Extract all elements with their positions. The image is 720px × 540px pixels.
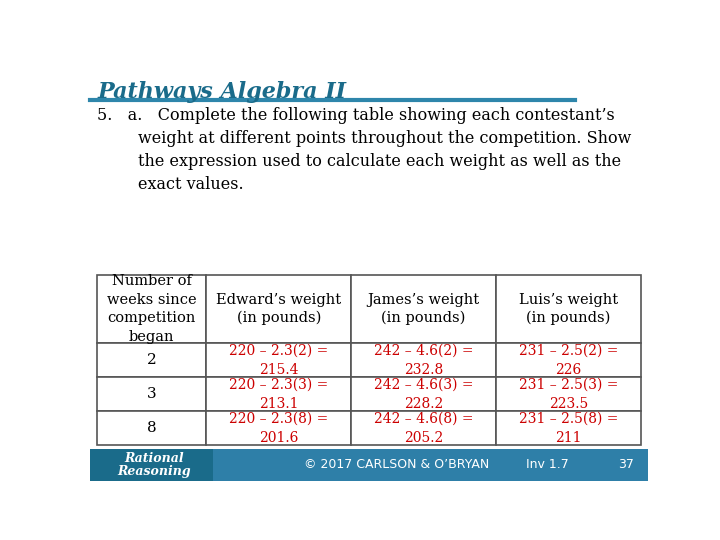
- Bar: [90, 449, 213, 481]
- Text: Number of
weeks since
competition
began: Number of weeks since competition began: [107, 274, 197, 343]
- Bar: [213, 449, 648, 481]
- Bar: [207, 275, 351, 343]
- Text: 220 – 2.3(8) =
201.6: 220 – 2.3(8) = 201.6: [229, 411, 328, 445]
- Text: 5.   a.   Complete the following table showing each contestant’s
        weight : 5. a. Complete the following table showi…: [97, 107, 631, 193]
- Text: Reasoning: Reasoning: [117, 465, 191, 478]
- Text: 242 – 4.6(3) =
228.2: 242 – 4.6(3) = 228.2: [374, 377, 473, 411]
- Text: 2: 2: [147, 353, 157, 367]
- Text: 231 – 2.5(2) =
226: 231 – 2.5(2) = 226: [518, 343, 618, 377]
- Text: Edward’s weight
(in pounds): Edward’s weight (in pounds): [216, 293, 341, 326]
- Bar: [207, 411, 351, 446]
- Bar: [97, 377, 207, 411]
- Text: 242 – 4.6(8) =
205.2: 242 – 4.6(8) = 205.2: [374, 411, 473, 445]
- Bar: [351, 275, 496, 343]
- Bar: [351, 343, 496, 377]
- Text: Luis’s weight
(in pounds): Luis’s weight (in pounds): [519, 293, 618, 326]
- Text: 3: 3: [147, 387, 157, 401]
- Text: 242 – 4.6(2) =
232.8: 242 – 4.6(2) = 232.8: [374, 343, 473, 377]
- Text: Pathways Algebra II: Pathways Algebra II: [97, 80, 346, 103]
- Text: Rational: Rational: [125, 452, 184, 465]
- Bar: [496, 343, 641, 377]
- Text: 231 – 2.5(3) =
223.5: 231 – 2.5(3) = 223.5: [518, 377, 618, 411]
- Bar: [351, 377, 496, 411]
- Bar: [97, 275, 207, 343]
- Text: 220 – 2.3(3) =
213.1: 220 – 2.3(3) = 213.1: [229, 377, 328, 411]
- Bar: [496, 275, 641, 343]
- Bar: [496, 377, 641, 411]
- Text: James’s weight
(in pounds): James’s weight (in pounds): [367, 293, 480, 326]
- Bar: [207, 377, 351, 411]
- Bar: [97, 411, 207, 446]
- Text: 37: 37: [618, 458, 634, 471]
- Text: Inv 1.7: Inv 1.7: [526, 458, 569, 471]
- Text: 220 – 2.3(2) =
215.4: 220 – 2.3(2) = 215.4: [229, 343, 328, 377]
- Bar: [351, 411, 496, 446]
- Bar: [496, 411, 641, 446]
- Bar: [207, 343, 351, 377]
- Text: 8: 8: [147, 421, 157, 435]
- Bar: [97, 343, 207, 377]
- Text: 231 – 2.5(8) =
211: 231 – 2.5(8) = 211: [518, 411, 618, 445]
- Text: © 2017 CARLSON & O’BRYAN: © 2017 CARLSON & O’BRYAN: [305, 458, 490, 471]
